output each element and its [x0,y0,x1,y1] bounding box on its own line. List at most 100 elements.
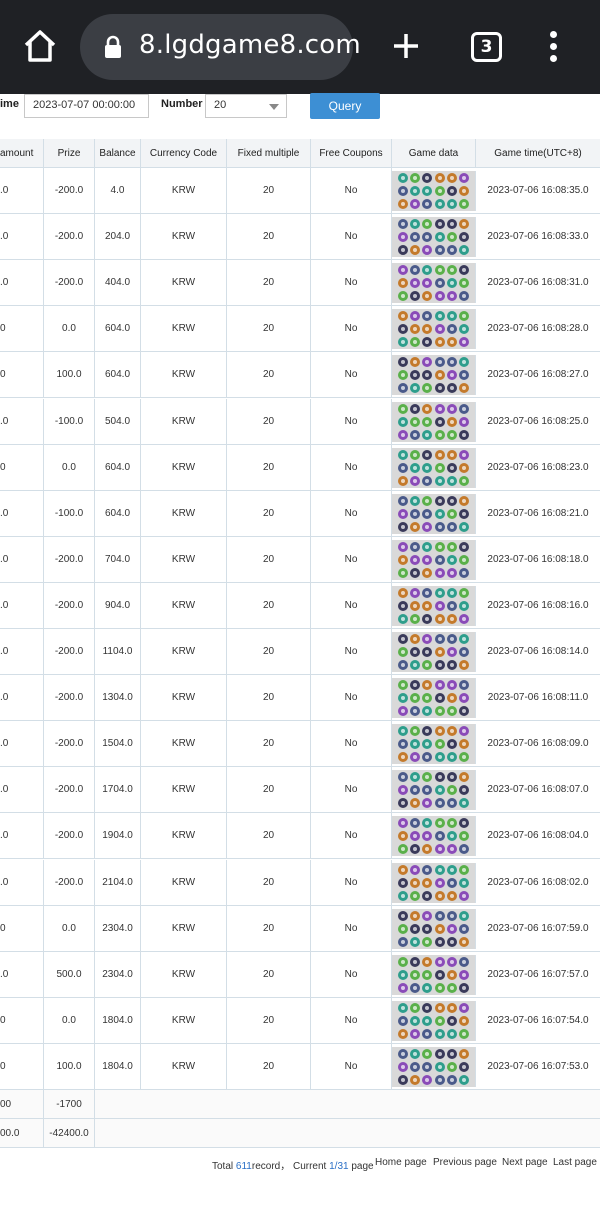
slot-symbol-icon [397,199,408,209]
slot-symbol-icon [459,739,470,750]
address-bar[interactable] [80,14,353,80]
slot-symbol-icon [434,462,445,473]
slot-symbol-icon [397,739,408,750]
table-row: .0 -200.0 1104.0 KRW 20 No 2023-07-06 16:08:14… [0,629,600,676]
game-symbols-grid [397,449,470,486]
cell-game-data [392,954,476,995]
slot-symbol-icon [459,936,470,947]
slot-symbol-icon [447,541,458,552]
last-page-link[interactable]: Last page [553,1157,597,1168]
cell-multiple: 20 [227,260,311,306]
slot-symbol-icon [447,291,458,302]
query-button[interactable]: Query [310,93,380,119]
slot-symbol-icon [459,173,470,183]
slot-symbol-icon [447,357,458,368]
game-symbols-grid [397,1002,470,1039]
slot-symbol-icon [447,785,458,796]
slot-symbol-icon [397,554,408,565]
slot-symbol-icon [459,416,470,427]
table-row: .0 -200.0 904.0 KRW 20 No 2023-07-06 16:08:16.… [0,582,600,629]
cell-prize: -100.0 [44,490,95,536]
cell-game-time: 2023-07-06 16:08:35.0 [487,185,589,197]
slot-symbol-icon [434,634,445,644]
slot-symbol-icon [459,798,470,809]
previous-page-link[interactable]: Previous page [433,1157,497,1168]
slot-symbol-icon [447,706,458,717]
cell-currency: KRW [141,306,227,352]
cell-game-data [392,678,476,719]
cell-prize: 0.0 [44,997,95,1043]
slot-symbol-icon [434,311,445,322]
number-select[interactable]: 20 [205,94,287,118]
slot-symbol-icon [409,541,420,552]
slot-symbol-icon [422,462,433,473]
slot-symbol-icon [397,706,408,717]
slot-symbol-icon [422,186,433,196]
slot-symbol-icon [397,416,408,427]
cell-multiple: 20 [227,997,311,1043]
slot-symbol-icon [447,923,458,934]
cell-balance: 2304.0 [95,905,141,951]
slot-symbol-icon [459,186,470,196]
cell-currency: KRW [141,582,227,628]
slot-symbol-icon [409,278,420,289]
slot-symbol-icon [422,278,433,289]
url-text[interactable]: 8.lgdgame8.com [139,30,361,60]
slot-symbol-icon [409,726,420,737]
cell-coupons: No [311,582,392,628]
slot-symbol-icon [422,844,433,855]
game-symbols-grid [397,864,470,901]
slot-symbol-icon [409,772,420,783]
slot-symbol-icon [409,462,420,473]
slot-symbol-icon [459,1048,470,1059]
slot-symbol-icon [434,403,445,414]
slot-symbol-icon [397,1002,408,1013]
cell-multiple: 20 [227,490,311,536]
menu-dots-icon[interactable] [546,31,560,63]
slot-symbol-icon [422,1074,433,1085]
slot-symbol-icon [447,475,458,486]
home-icon[interactable] [22,28,58,64]
slot-symbol-icon [434,831,445,842]
game-symbols-grid [397,910,470,947]
plus-icon[interactable] [392,32,420,60]
cell-game-data [392,724,476,765]
slot-symbol-icon [409,232,420,243]
browser-toolbar: 8.lgdgame8.com 3 [0,0,600,94]
slot-symbol-icon [447,278,458,289]
slot-symbol-icon [434,726,445,737]
slot-symbol-icon [447,1028,458,1039]
slot-symbol-icon [422,541,433,552]
game-symbols-grid [397,726,470,763]
slot-symbol-icon [422,680,433,691]
col-free-coupons: Free Coupons [311,139,392,167]
home-page-link[interactable]: Home page [375,1157,427,1168]
cell-multiple: 20 [227,306,311,352]
game-symbols-grid [397,541,470,578]
slot-symbol-icon [422,416,433,427]
slot-symbol-icon [459,495,470,506]
slot-symbol-icon [459,219,470,230]
slot-symbol-icon [434,324,445,335]
slot-symbol-icon [447,864,458,875]
slot-symbol-icon [447,910,458,921]
slot-symbol-icon [459,587,470,598]
cell-prize: 500.0 [44,951,95,997]
slot-symbol-icon [397,311,408,322]
cell-bet: .0 [0,214,44,260]
slot-symbol-icon [409,1028,420,1039]
slot-symbol-icon [422,521,433,532]
time-input[interactable]: 2023-07-07 00:00:00 [24,94,149,118]
table-row: .0 -100.0 604.0 KRW 20 No 2023-07-06 16:08:21.… [0,490,600,537]
next-page-link[interactable]: Next page [502,1157,548,1168]
slot-symbol-icon [447,521,458,532]
cell-game-data [392,355,476,396]
number-value: 20 [214,99,227,111]
slot-symbol-icon [397,186,408,196]
cell-multiple: 20 [227,352,311,398]
slot-symbol-icon [447,818,458,829]
tab-count-button[interactable]: 3 [471,32,502,62]
slot-symbol-icon [459,508,470,519]
cell-coupons: No [311,721,392,767]
page-current: 1/31 [329,1161,349,1172]
